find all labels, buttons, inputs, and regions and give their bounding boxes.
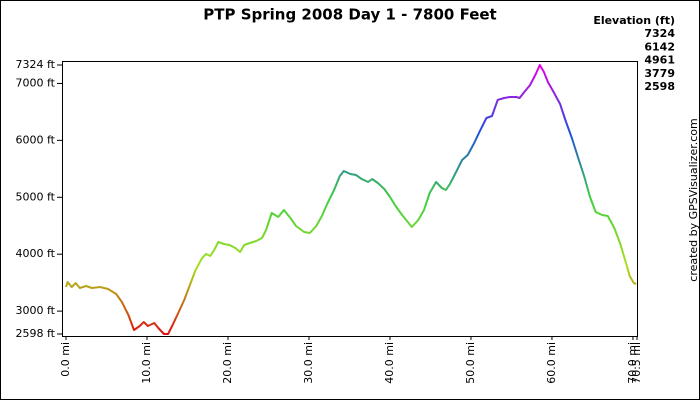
chart-title: PTP Spring 2008 Day 1 - 7800 Feet	[203, 6, 496, 24]
y-tick-label: 2598 ft	[16, 327, 56, 340]
y-tick-label: 5000 ft	[16, 190, 56, 203]
x-tick-label: 10.0 mi	[140, 342, 153, 384]
legend-value: 7324	[644, 27, 675, 40]
x-tick-label: 60.0 mi	[545, 342, 558, 384]
legend-value: 3779	[644, 67, 675, 80]
legend-value: 4961	[644, 54, 675, 67]
credit: created by GPSVisualizer.com	[687, 118, 700, 281]
y-tick-label: 6000 ft	[16, 133, 56, 146]
y-tick-label: 7000 ft	[16, 76, 56, 89]
x-tick-label: 70.0 mi	[626, 342, 639, 384]
elevation-line	[65, 64, 637, 335]
legend-value: 6142	[644, 40, 675, 53]
y-tick-label: 4000 ft	[16, 247, 56, 260]
y-tick-label: 7324 ft	[16, 58, 56, 71]
plot-frame	[62, 61, 638, 337]
x-tick-label: 0.0 mi	[59, 342, 72, 377]
x-tick-label: 20.0 mi	[221, 342, 234, 384]
x-tick-label: 70.5 mi	[630, 342, 643, 384]
x-tick-label: 40.0 mi	[383, 342, 396, 384]
legend-title: Elevation (ft)	[593, 14, 675, 27]
y-tick-label: 3000 ft	[16, 304, 56, 317]
x-tick-label: 50.0 mi	[464, 342, 477, 384]
x-tick-label: 30.0 mi	[302, 342, 315, 384]
legend-value: 2598	[644, 80, 675, 93]
